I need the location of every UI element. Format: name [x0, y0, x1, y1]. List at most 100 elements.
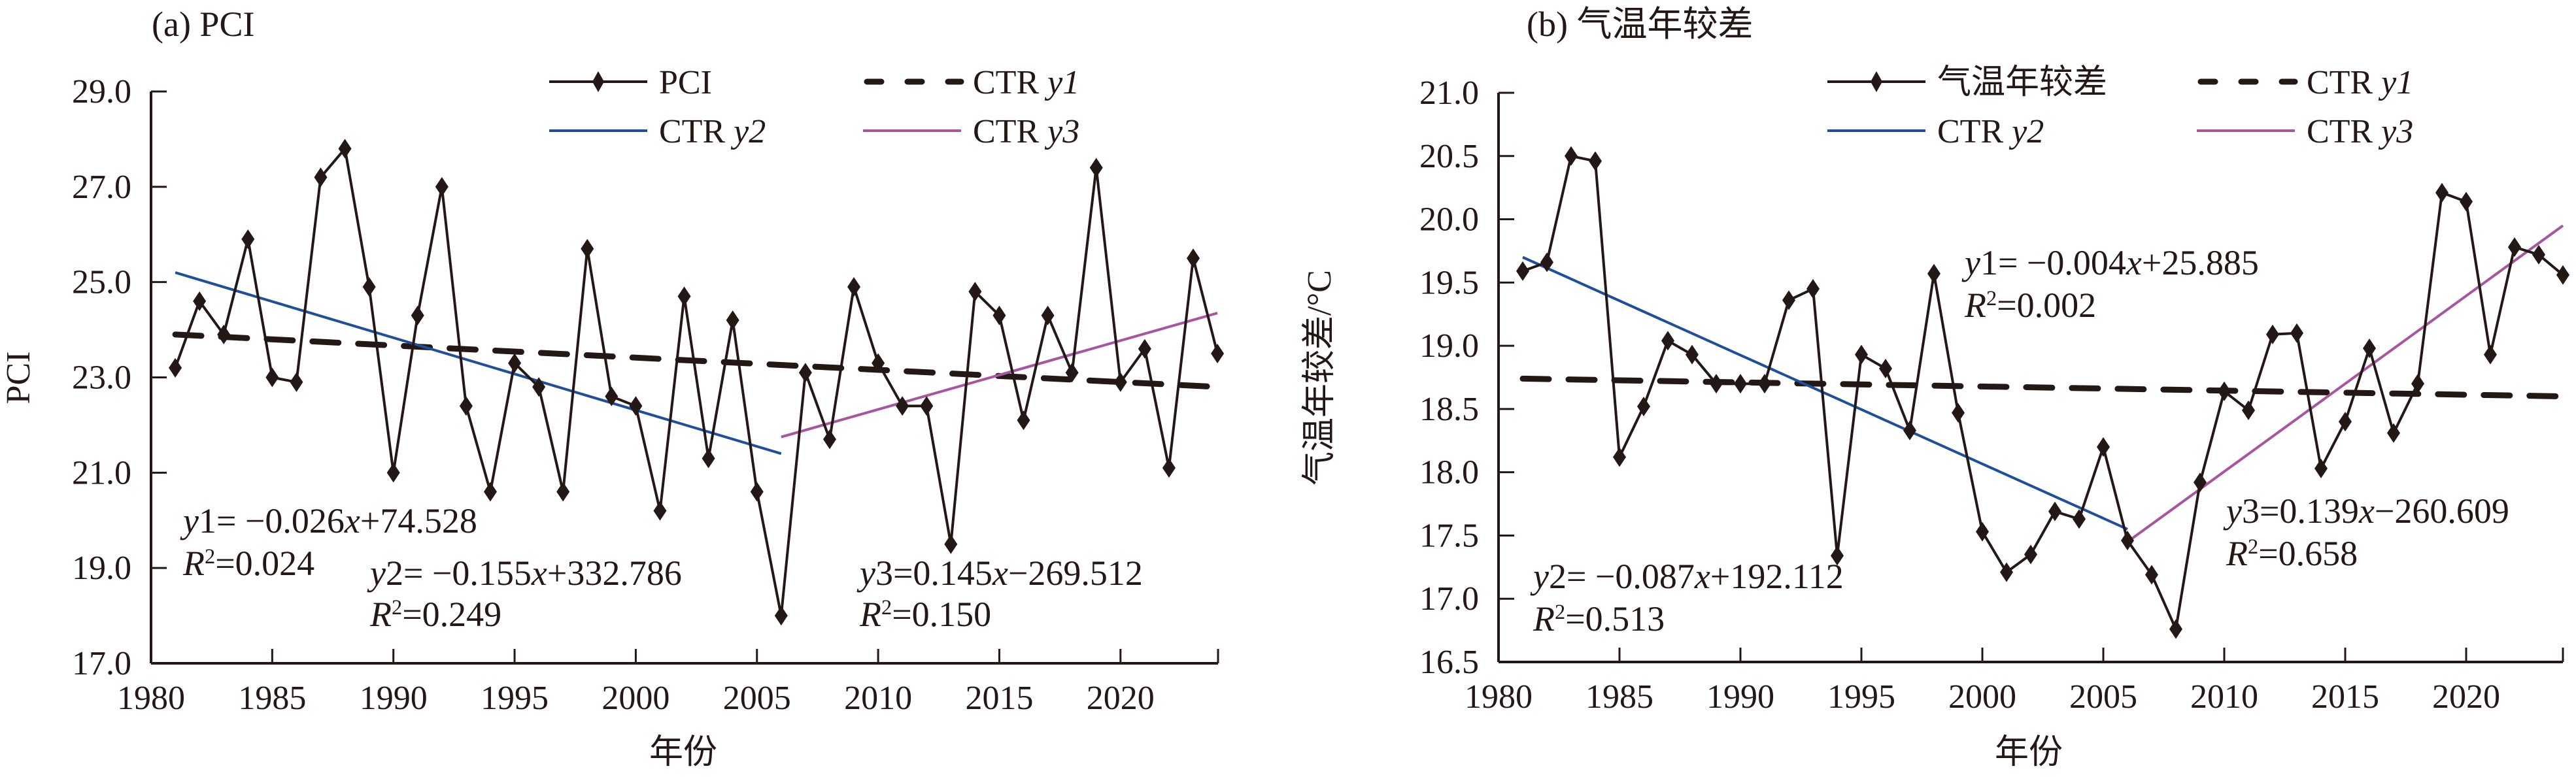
- equation-text: y1= −0.004x+25.885: [1961, 243, 2259, 282]
- legend-label: CTR y2: [659, 113, 766, 150]
- data-point: [1113, 372, 1127, 392]
- x-tick-label: 2000: [1948, 678, 2016, 716]
- x-tick-label: 2005: [2069, 678, 2137, 716]
- data-point: [1637, 397, 1650, 417]
- data-point: [1017, 410, 1030, 431]
- data-point: [2266, 324, 2279, 344]
- data-point: [1065, 363, 1079, 383]
- y-tick-label: 16.5: [1419, 644, 1479, 681]
- data-point: [2145, 565, 2158, 585]
- data-point: [1831, 546, 1844, 566]
- data-point: [1952, 403, 1965, 423]
- data-point: [1162, 458, 1176, 478]
- y-tick-label: 17.0: [72, 645, 131, 682]
- legend-item: CTR y2: [1827, 113, 2044, 150]
- data-point: [629, 396, 643, 416]
- data-point: [605, 386, 619, 406]
- r-squared-text: R2=0.002: [1964, 286, 2096, 325]
- data-point: [2314, 458, 2328, 478]
- legend-label: CTR y3: [2307, 113, 2413, 150]
- data-point: [532, 377, 546, 397]
- data-point: [2339, 412, 2352, 432]
- data-point: [1211, 344, 1225, 364]
- legend-item: CTR y2: [549, 113, 766, 150]
- legend-diamond-icon: [1871, 71, 1882, 92]
- trend-equation-1: y1= −0.026x+74.528 R2=0.024: [180, 501, 477, 583]
- x-tick-label: 2010: [2190, 678, 2258, 716]
- equation-text: y2= −0.087x+192.112: [1530, 557, 1844, 596]
- data-point: [508, 353, 522, 373]
- data-point: [2048, 501, 2061, 521]
- series-line: [174, 145, 1219, 616]
- data-point: [2435, 182, 2449, 203]
- data-point: [1661, 331, 1674, 351]
- x-tick-label: 1995: [1827, 678, 1895, 716]
- chart-a-pci: (a) PCI 17.0 19.0 21.0 23.0 25.0 27.0 29.0 1980 1…: [0, 5, 1225, 771]
- data-point: [992, 305, 1006, 325]
- y-tick-label: 19.5: [1419, 264, 1479, 301]
- data-point: [581, 239, 594, 259]
- chart-title: (b) 气温年较差: [1527, 5, 1753, 44]
- data-point: [338, 139, 352, 159]
- chart-title: (a) PCI: [152, 5, 254, 44]
- data-point: [2121, 531, 2134, 551]
- trend-equation-1: y1= −0.004x+25.885 R2=0.002: [1961, 243, 2259, 325]
- y-tick-label: 19.0: [1419, 327, 1479, 365]
- data-point: [1927, 263, 1940, 284]
- data-point: [2363, 338, 2376, 358]
- data-point: [1589, 151, 1602, 171]
- legend-label: CTR y3: [973, 113, 1079, 150]
- data-point: [265, 367, 279, 388]
- data-point: [968, 282, 982, 302]
- y-tick-label: 20.5: [1419, 138, 1479, 175]
- legend-item: 气温年较差: [1827, 64, 2107, 101]
- trendline-y1: [172, 331, 1221, 390]
- y-tick-label: 29.0: [72, 73, 131, 110]
- y-axis-label: PCI: [0, 352, 37, 405]
- x-tick-label: 2000: [602, 680, 669, 717]
- data-point: [241, 229, 255, 250]
- data-point: [1734, 374, 1747, 394]
- y-axis-label: 气温年较差/°C: [1301, 270, 1338, 486]
- data-point: [2073, 509, 2086, 529]
- x-axis-label: 年份: [649, 734, 717, 771]
- r-squared-text: R2=0.658: [2226, 534, 2358, 573]
- data-point: [872, 353, 885, 373]
- legend-diamond-icon: [592, 71, 604, 92]
- legend-label: CTR y1: [973, 64, 1079, 101]
- legend-item: CTR y1: [864, 64, 1079, 101]
- data-point: [483, 482, 497, 502]
- data-point: [702, 448, 715, 469]
- y-tick-label: 21.0: [1419, 74, 1479, 112]
- data-point: [1516, 261, 1529, 281]
- chart-b-temperature-range: (b) 气温年较差 16.5 17.0 17.5 18.0 18.5 19.0 19.5 20.…: [1301, 5, 2569, 771]
- data-point: [386, 463, 400, 483]
- x-tick-label: 2020: [1087, 680, 1155, 717]
- x-tick-label: 1995: [481, 680, 549, 717]
- y-tick-label: 19.0: [72, 550, 131, 587]
- data-point: [1565, 146, 1578, 166]
- data-point: [2097, 437, 2110, 457]
- r-squared-text: R2=0.024: [182, 544, 314, 583]
- legend-label: 气温年较差: [1937, 64, 2107, 101]
- x-tick-label: 1990: [360, 680, 428, 717]
- data-point: [1041, 305, 1055, 325]
- data-point: [920, 396, 934, 416]
- x-tick-label: 2015: [965, 680, 1033, 717]
- data-point: [556, 482, 570, 502]
- trendline-y2: [1522, 256, 2128, 531]
- legend-label: CTR y1: [2307, 64, 2413, 101]
- x-tick-label: 1980: [117, 680, 185, 717]
- data-point: [2556, 265, 2569, 285]
- x-axis-label: 年份: [1995, 734, 2063, 771]
- data-point: [1686, 344, 1699, 365]
- data-point: [1855, 344, 1868, 365]
- equation-text: y2= −0.155x+332.786: [367, 554, 682, 593]
- data-point: [290, 372, 303, 392]
- y-tick-label: 25.0: [72, 264, 131, 301]
- data-point: [653, 501, 667, 521]
